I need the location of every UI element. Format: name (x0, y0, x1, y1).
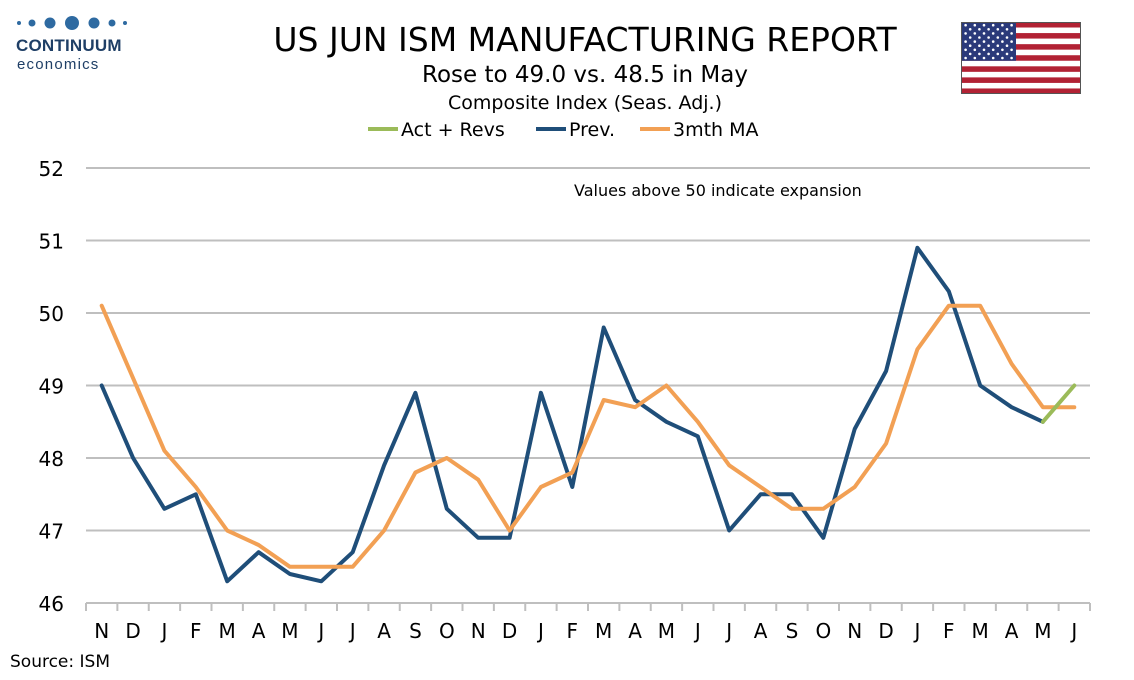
y-tick-label: 50 (39, 302, 64, 326)
chart-title: US JUN ISM MANUFACTURING REPORT (273, 20, 897, 59)
x-tick-label: J (693, 619, 701, 643)
legend: Act + Revs Prev. 3mth MA (0, 119, 1134, 145)
x-tick-label: M (281, 619, 298, 643)
y-tick-label: 47 (39, 520, 64, 544)
x-tick-label: F (567, 619, 579, 643)
legend-label: 3mth MA (673, 119, 759, 141)
x-tick-label: O (439, 619, 455, 643)
expansion-annotation: Values above 50 indicate expansion (574, 181, 862, 200)
us-flag-icon (961, 22, 1081, 94)
x-tick-label: J (536, 619, 544, 643)
legend-item-3mth-ma: 3mth MA (640, 119, 759, 141)
logo-sub: economics (17, 56, 100, 73)
x-tick-label: A (1005, 619, 1019, 643)
logo-dots-icon (17, 16, 127, 30)
series-line-act-revs (1040, 383, 1077, 424)
logo-name: CONTINUUM (16, 36, 122, 55)
x-tick-label: J (348, 619, 356, 643)
x-tick-label: D (878, 619, 893, 643)
legend-swatch (368, 126, 398, 131)
x-tick-label: M (595, 619, 612, 643)
x-tick-label: A (377, 619, 391, 643)
series-lines (99, 245, 1077, 584)
series-line-3mth-ma (99, 303, 1077, 569)
x-tick-label: O (815, 619, 831, 643)
legend-item-prev: Prev. (536, 119, 615, 141)
x-tick-label: D (502, 619, 517, 643)
x-tick-label: J (1069, 619, 1077, 643)
legend-item-act-revs: Act + Revs (368, 119, 505, 141)
x-tick-label: A (754, 619, 768, 643)
y-tick-label: 51 (39, 230, 64, 254)
x-tick-label: S (409, 619, 422, 643)
x-axis (85, 602, 1091, 611)
y-tick-label: 49 (39, 375, 64, 399)
x-tick-label: N (94, 619, 109, 643)
x-tick-label: M (658, 619, 675, 643)
series-line-prev (99, 245, 1045, 584)
x-tick-label: D (125, 619, 140, 643)
x-tick-label: A (628, 619, 642, 643)
x-tick-label: S (786, 619, 799, 643)
gridlines (86, 167, 1090, 532)
legend-swatch (536, 126, 566, 131)
y-axis: 46 47 48 49 50 51 52 (39, 157, 64, 616)
x-tick-label: M (1034, 619, 1051, 643)
x-tick-label: J (724, 619, 732, 643)
legend-label: Prev. (569, 119, 616, 141)
chart-subtitle-index: Composite Index (Seas. Adj.) (447, 92, 723, 114)
source-note: Source: ISM (10, 652, 110, 672)
x-tick-label: N (847, 619, 862, 643)
x-tick-label: J (159, 619, 167, 643)
y-tick-label: 48 (39, 447, 64, 471)
chart-subtitle: Rose to 49.0 vs. 48.5 in May (422, 62, 748, 88)
y-tick-label: 46 (39, 592, 64, 616)
x-tick-label: M (219, 619, 236, 643)
continuum-logo: CONTINUUM economics (10, 14, 135, 73)
x-tick-label: F (943, 619, 955, 643)
y-tick-label: 52 (39, 157, 64, 181)
x-tick-label: F (190, 619, 202, 643)
x-tick-label: J (316, 619, 324, 643)
x-tick-label: J (912, 619, 920, 643)
x-tick-label: M (972, 619, 989, 643)
x-tick-label: N (471, 619, 486, 643)
legend-label: Act + Revs (401, 119, 505, 141)
legend-swatch (640, 126, 670, 131)
x-tick-label: A (252, 619, 266, 643)
